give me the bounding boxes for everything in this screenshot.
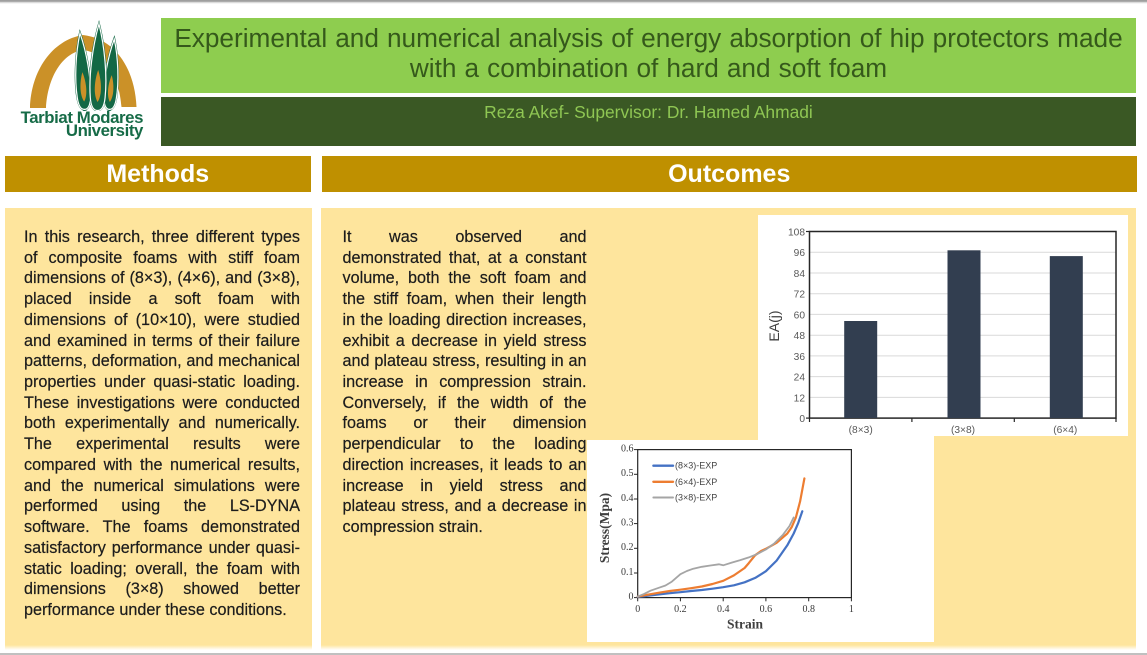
svg-text:0.4: 0.4 <box>717 604 730 615</box>
svg-text:Stress(Mpa): Stress(Mpa) <box>597 493 612 563</box>
svg-text:(8×3): (8×3) <box>849 425 873 436</box>
svg-text:96: 96 <box>794 248 806 259</box>
svg-text:0.8: 0.8 <box>802 604 815 615</box>
svg-text:0.6: 0.6 <box>621 443 634 454</box>
svg-text:0: 0 <box>635 604 640 615</box>
svg-text:0.1: 0.1 <box>621 567 634 578</box>
svg-text:0.6: 0.6 <box>760 604 773 615</box>
svg-text:EA(j): EA(j) <box>766 310 782 341</box>
svg-text:108: 108 <box>788 228 805 239</box>
svg-text:36: 36 <box>794 352 806 363</box>
svg-text:48: 48 <box>794 331 806 342</box>
svg-text:84: 84 <box>794 269 806 280</box>
svg-text:(3×8)-EXP: (3×8)-EXP <box>675 493 717 503</box>
svg-text:0.3: 0.3 <box>621 517 634 528</box>
svg-text:0.2: 0.2 <box>621 542 634 553</box>
svg-text:0: 0 <box>629 591 634 602</box>
svg-text:24: 24 <box>794 373 806 384</box>
svg-text:(6×4)-EXP: (6×4)-EXP <box>675 477 717 487</box>
svg-text:72: 72 <box>794 290 806 301</box>
svg-text:0.5: 0.5 <box>621 468 634 479</box>
svg-text:0.2: 0.2 <box>674 604 687 615</box>
svg-text:(3×8): (3×8) <box>951 425 975 436</box>
svg-text:0.4: 0.4 <box>621 493 634 504</box>
svg-text:(6×4): (6×4) <box>1053 425 1077 436</box>
svg-text:0: 0 <box>799 414 805 425</box>
svg-text:Strain: Strain <box>727 617 763 632</box>
svg-text:60: 60 <box>794 310 806 321</box>
svg-text:(8×3)-EXP: (8×3)-EXP <box>675 461 717 471</box>
svg-text:1: 1 <box>849 604 854 615</box>
svg-text:12: 12 <box>794 393 806 404</box>
